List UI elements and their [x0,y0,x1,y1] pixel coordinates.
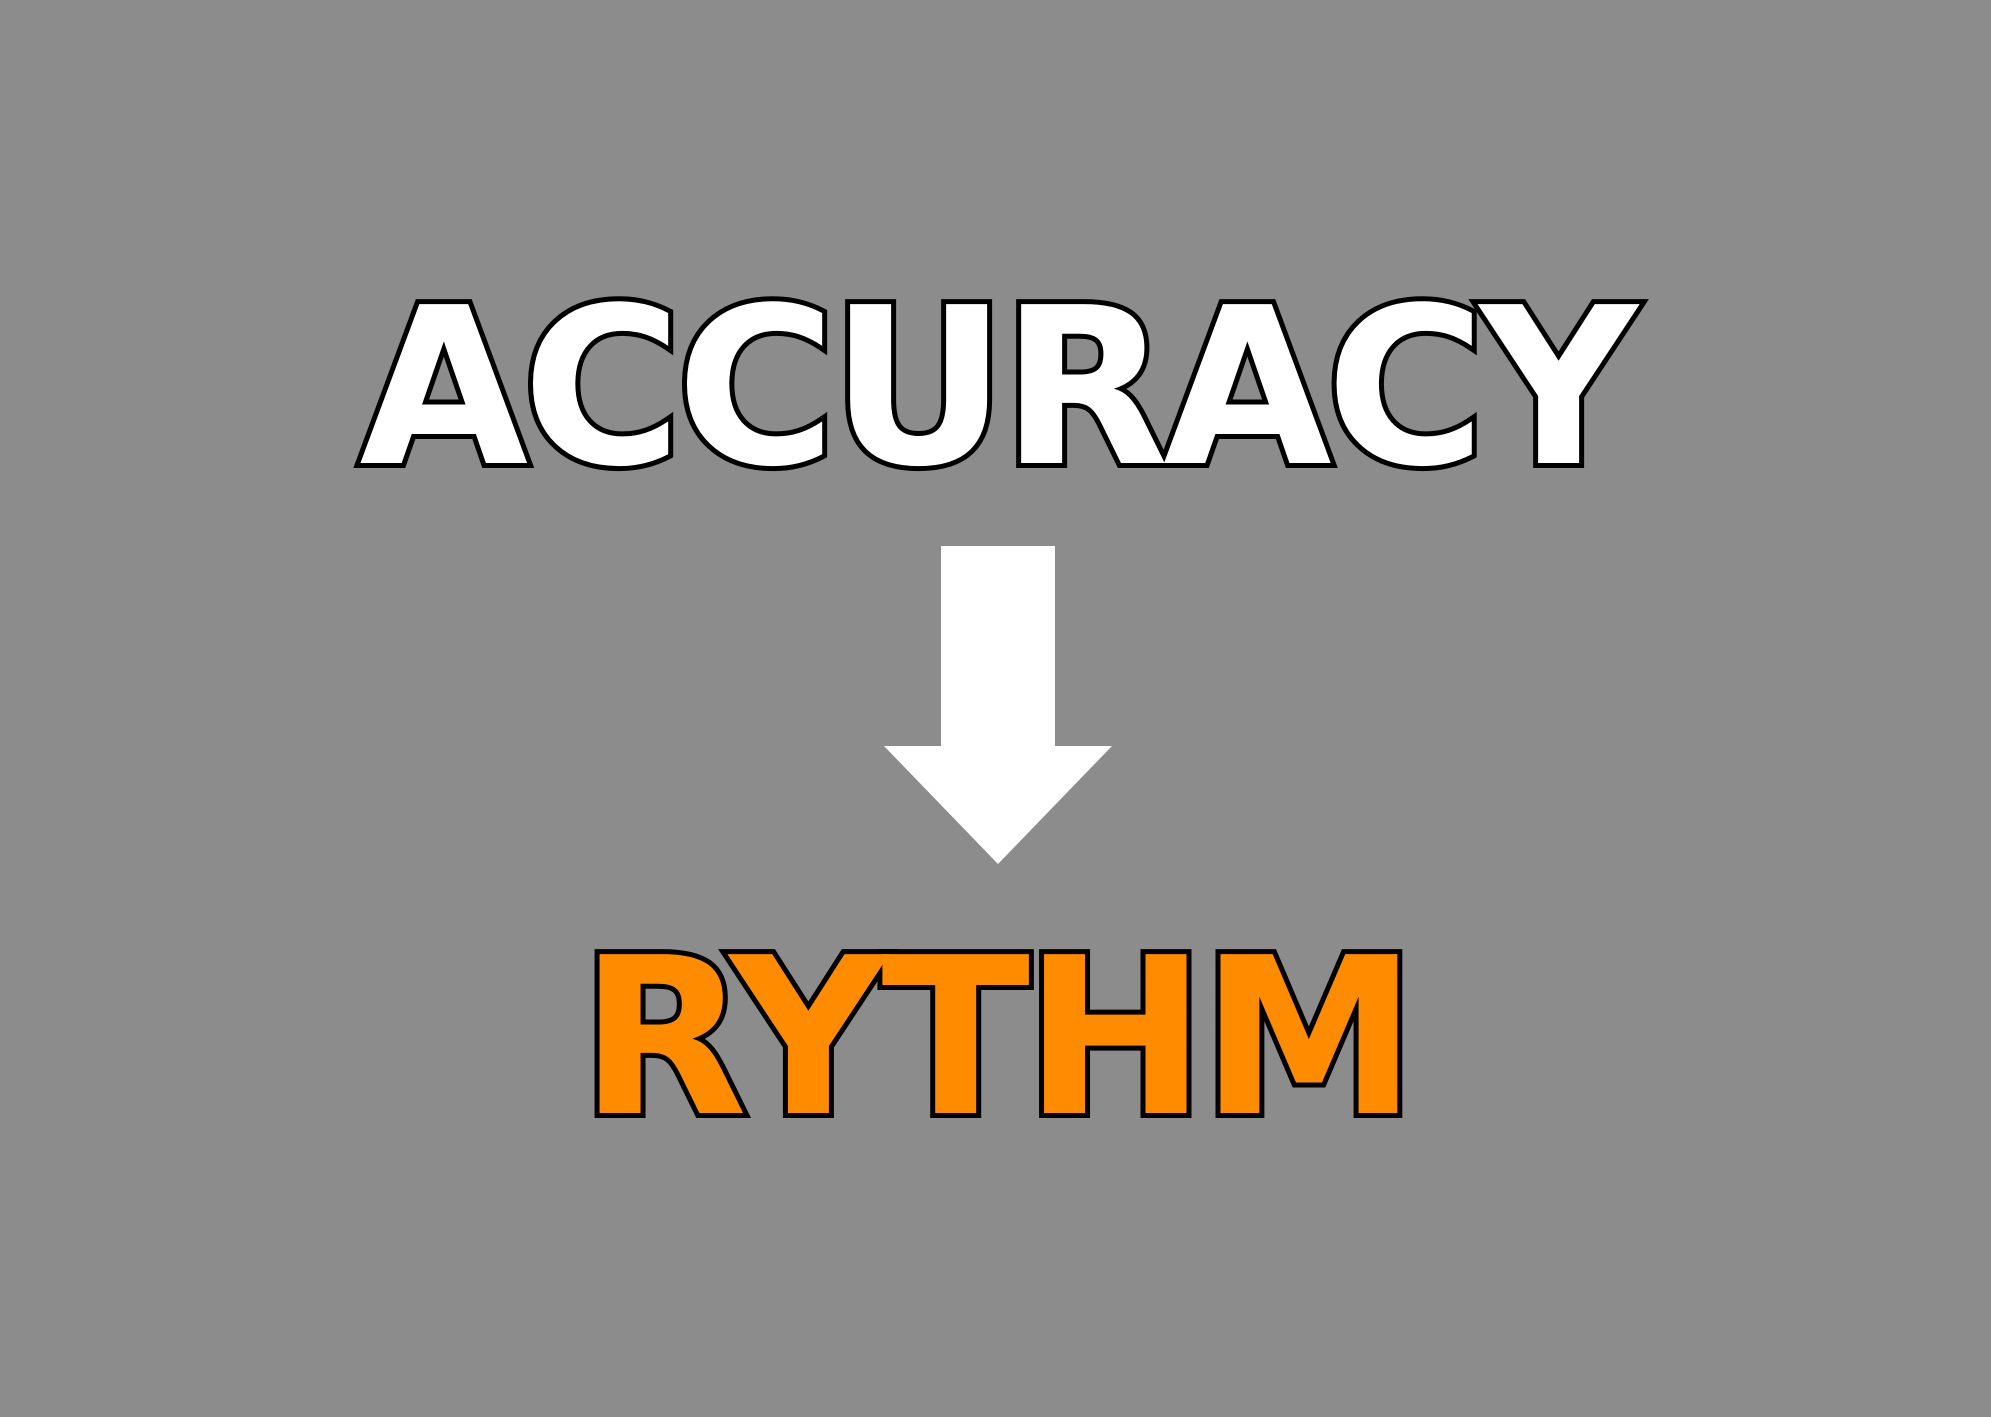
down-arrow-icon [884,546,1112,864]
heading-accuracy: ACCURACY [354,262,1642,515]
heading-rythm: RYTHM [575,912,1423,1165]
